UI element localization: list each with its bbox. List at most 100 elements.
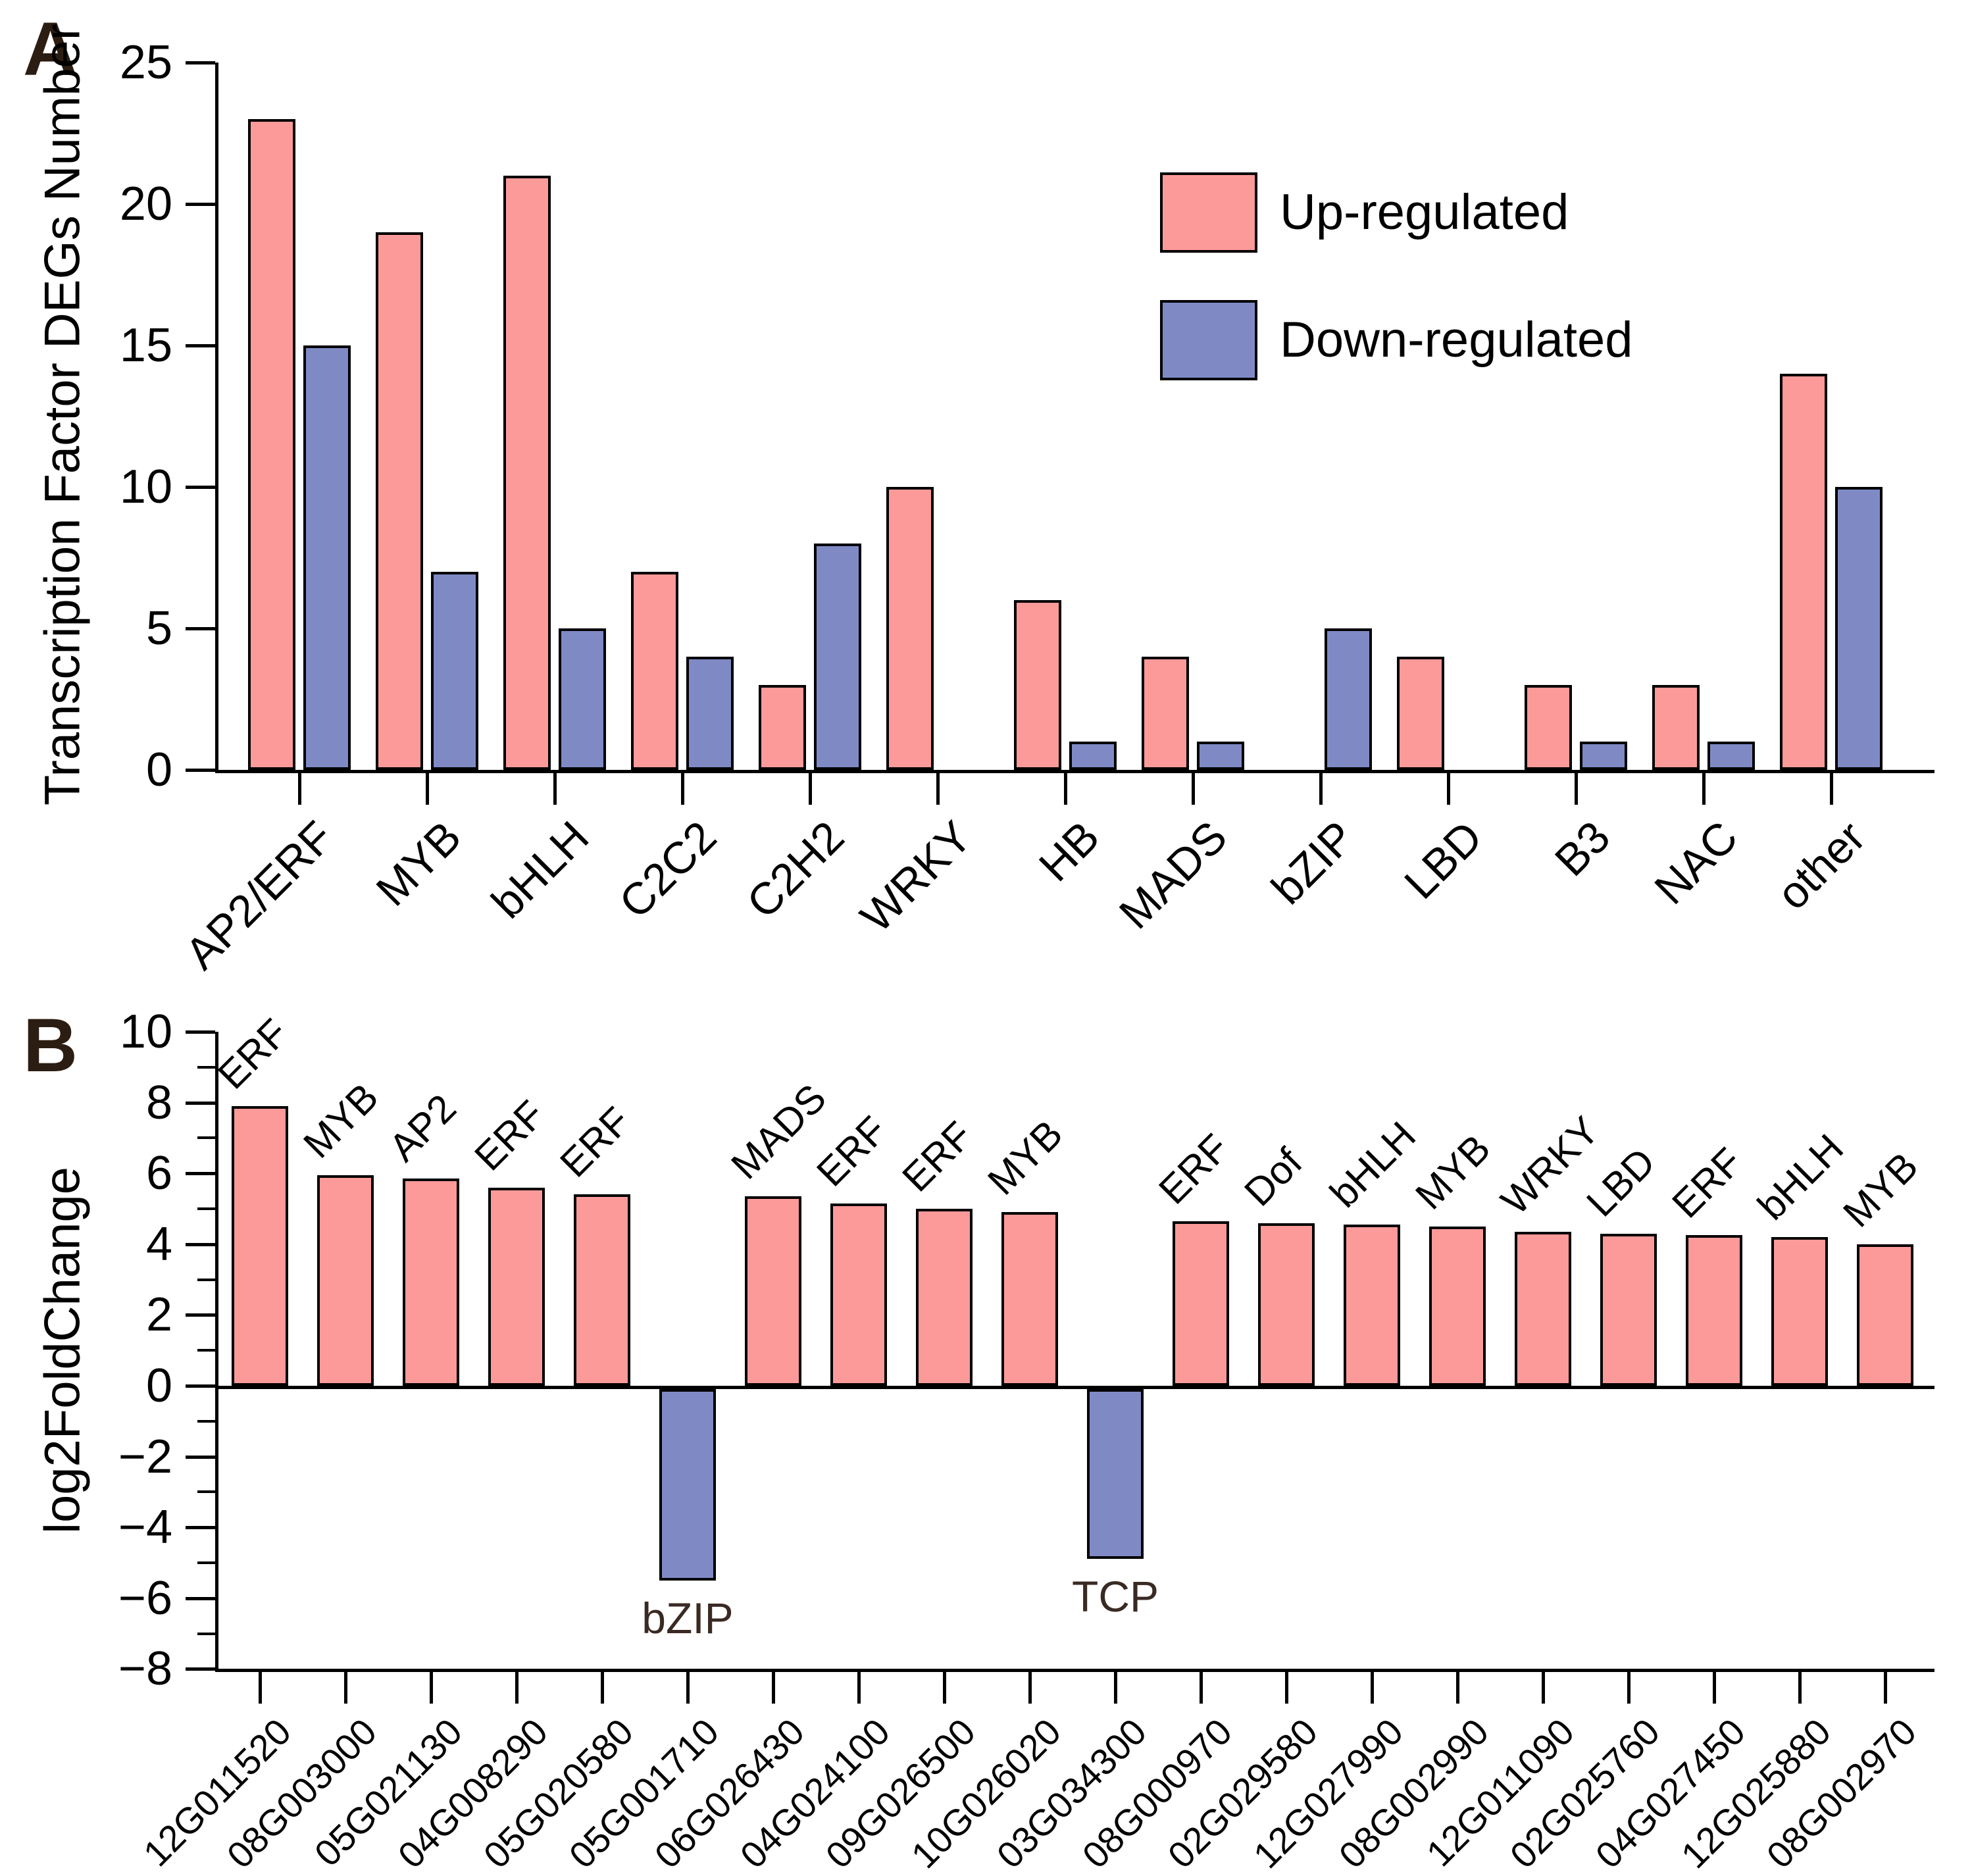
category-label: C2C2 [609,811,726,928]
y-minor-tick [197,1349,215,1352]
bar-down-03G034300 [1087,1389,1144,1559]
family-label: MYB [295,1075,387,1167]
x-tick [1447,773,1450,805]
bar-up-MYB [376,232,423,770]
y-tick-label: 0 [145,1359,172,1412]
y-minor-tick [197,1136,215,1139]
x-tick [259,1672,262,1704]
category-label: bHLH [482,811,599,928]
bar-up-NAC [1652,685,1700,770]
bar-up-05G020580 [574,1194,630,1386]
family-label: AP2 [380,1086,465,1170]
family-label: bZIP [642,1594,734,1642]
y-tick [186,486,215,489]
bar-down-bZIP [1325,628,1372,770]
y-tick [186,1667,215,1671]
x-tick [1575,773,1578,805]
x-tick [1319,773,1323,805]
x-tick [601,1672,604,1704]
family-label: MYB [1407,1126,1499,1218]
bar-up-04G008290 [488,1188,545,1386]
y-tick-label: −8 [118,1642,172,1695]
x-tick [1627,1672,1631,1704]
y-tick [186,1456,215,1459]
family-label: Dof [1236,1140,1311,1215]
x-tick [1200,1672,1203,1704]
category-label: AP2/ERF [176,811,343,979]
y-tick-label: 15 [119,319,172,372]
x-tick [1285,1672,1288,1704]
x-tick [515,1672,518,1704]
y-tick [186,61,215,64]
x-tick [1542,1672,1545,1704]
y-tick-label: 6 [145,1147,172,1200]
x-tick [553,773,557,805]
bar-up-08G000970 [1173,1221,1229,1386]
category-label: MADS [1109,811,1237,939]
bar-up-08G002970 [1857,1244,1913,1386]
y-minor-tick [197,1420,215,1423]
family-label: ERF [808,1107,896,1195]
y-tick [186,1243,215,1246]
panel-b-letter: B [23,1003,78,1088]
x-tick [686,1672,690,1704]
category-label: HB [1029,811,1109,892]
bar-down-B3 [1580,742,1627,770]
bar-up-LBD [1397,657,1444,770]
category-label: other [1767,811,1875,919]
x-tick [426,773,429,805]
y-tick [186,1526,215,1529]
x-tick [1064,773,1067,805]
x-axis-line [215,770,1934,773]
y-minor-tick [197,1066,215,1069]
y-minor-tick [197,1633,215,1635]
family-label: ERF [1663,1139,1751,1227]
y-tick [186,1384,215,1388]
x-tick [772,1672,775,1704]
y-tick-label: 10 [119,461,172,513]
y-tick-label: 4 [145,1218,172,1271]
family-label: TCP [1072,1572,1159,1621]
y-axis-line [215,63,218,773]
bar-up-12G027990 [1344,1225,1400,1386]
y-minor-tick [197,1490,215,1493]
legend-swatch-up-regulated [1160,172,1257,253]
category-label: NAC [1645,811,1748,914]
bar-down-C2C2 [686,657,734,770]
y-tick [186,203,215,206]
bar-down-NAC [1707,742,1755,770]
x-tick [1456,1672,1459,1704]
bar-up-C2H2 [759,685,806,770]
family-label: ERF [551,1098,639,1186]
bar-up-12G011090 [1515,1232,1571,1386]
x-tick [857,1672,861,1704]
x-tick [809,773,812,805]
y-minor-tick [197,1207,215,1210]
bar-up-12G011520 [232,1106,288,1386]
family-label: ERF [209,1010,297,1098]
y-tick-label: 25 [119,36,172,89]
category-label: MYB [367,811,471,916]
bar-down-AP2/ERF [303,345,351,770]
y-tick-label: 8 [145,1077,172,1129]
y-tick [186,1102,215,1105]
bar-up-bHLH [503,176,551,770]
x-tick [681,773,684,805]
legend-swatch-down-regulated [1160,300,1257,380]
bar-up-B3 [1525,685,1572,770]
bar-up-10G026020 [1001,1212,1058,1386]
bar-up-02G029580 [1258,1223,1315,1386]
y-tick-label: −4 [118,1501,172,1554]
y-tick [186,769,215,772]
y-tick-label: 20 [119,178,172,230]
bar-down-MYB [431,572,478,770]
y-tick [186,1313,215,1317]
bar-up-06G026430 [745,1196,801,1386]
legend-label-down-regulated: Down-regulated [1280,312,1633,368]
x-tick [430,1672,433,1704]
family-label: bHLH [1749,1125,1852,1229]
panel-a-y-axis-title: Transcription Factor DEGs Number [34,23,91,806]
bar-down-bHLH [559,628,606,770]
panel-a-letter: A [23,7,78,91]
